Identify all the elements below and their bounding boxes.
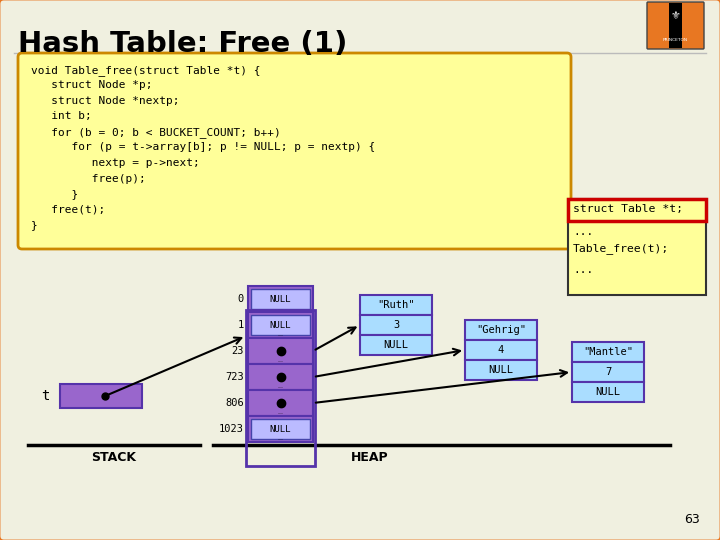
Text: NULL: NULL bbox=[488, 365, 513, 375]
Bar bbox=[465, 340, 537, 360]
Bar bbox=[572, 382, 644, 402]
Bar bbox=[669, 3, 682, 48]
Text: STACK: STACK bbox=[91, 451, 137, 464]
Bar bbox=[465, 320, 537, 340]
Text: ...: ... bbox=[277, 358, 284, 363]
Text: 7: 7 bbox=[605, 367, 611, 377]
Text: ...: ... bbox=[277, 436, 284, 441]
Bar bbox=[60, 384, 142, 408]
Text: 806: 806 bbox=[225, 398, 244, 408]
Text: 3: 3 bbox=[393, 320, 399, 330]
Text: struct Node *nextp;: struct Node *nextp; bbox=[31, 96, 179, 106]
FancyBboxPatch shape bbox=[251, 419, 310, 439]
FancyBboxPatch shape bbox=[568, 199, 706, 221]
Bar bbox=[360, 335, 432, 355]
Text: int b;: int b; bbox=[31, 111, 91, 122]
Text: NULL: NULL bbox=[270, 294, 292, 303]
Text: 63: 63 bbox=[684, 513, 700, 526]
Text: void Table_free(struct Table *t) {: void Table_free(struct Table *t) { bbox=[31, 65, 261, 76]
Bar bbox=[248, 364, 313, 390]
Text: for (p = t->array[b]; p != NULL; p = nextp) {: for (p = t->array[b]; p != NULL; p = nex… bbox=[31, 143, 375, 152]
Bar bbox=[248, 286, 313, 312]
Bar bbox=[248, 416, 313, 442]
Text: 1: 1 bbox=[238, 320, 244, 330]
Text: ...: ... bbox=[277, 306, 284, 311]
Text: 0: 0 bbox=[238, 294, 244, 304]
FancyBboxPatch shape bbox=[251, 315, 310, 335]
Text: ⚜: ⚜ bbox=[670, 11, 680, 21]
Bar bbox=[572, 362, 644, 382]
Bar bbox=[360, 295, 432, 315]
Text: 1023: 1023 bbox=[219, 424, 244, 434]
Text: Hash Table: Free (1): Hash Table: Free (1) bbox=[18, 30, 347, 58]
Text: 23: 23 bbox=[232, 346, 244, 356]
Text: ...: ... bbox=[573, 227, 593, 237]
FancyBboxPatch shape bbox=[568, 199, 706, 295]
Bar bbox=[572, 342, 644, 362]
Text: }: } bbox=[31, 220, 37, 230]
Text: ...: ... bbox=[573, 265, 593, 275]
Text: 723: 723 bbox=[225, 372, 244, 382]
Text: NULL: NULL bbox=[270, 424, 292, 434]
Text: ...: ... bbox=[277, 332, 284, 337]
Text: "Mantle": "Mantle" bbox=[583, 347, 633, 357]
Text: nextp = p->next;: nextp = p->next; bbox=[31, 158, 199, 168]
Text: free(p);: free(p); bbox=[31, 173, 145, 184]
FancyBboxPatch shape bbox=[647, 2, 704, 49]
Text: NULL: NULL bbox=[270, 321, 292, 329]
Bar bbox=[360, 315, 432, 335]
Text: Table_free(t);: Table_free(t); bbox=[573, 243, 670, 254]
Text: struct Node *p;: struct Node *p; bbox=[31, 80, 153, 91]
Text: "Gehrig": "Gehrig" bbox=[476, 325, 526, 335]
Text: }: } bbox=[31, 189, 78, 199]
Text: NULL: NULL bbox=[384, 340, 408, 350]
Bar bbox=[248, 312, 313, 338]
Bar bbox=[248, 390, 313, 416]
FancyBboxPatch shape bbox=[251, 289, 310, 309]
Text: 4: 4 bbox=[498, 345, 504, 355]
Bar bbox=[248, 338, 313, 364]
Text: ...: ... bbox=[277, 410, 284, 415]
Text: NULL: NULL bbox=[595, 387, 621, 397]
Text: HEAP: HEAP bbox=[351, 451, 389, 464]
FancyBboxPatch shape bbox=[18, 53, 571, 249]
Text: ...: ... bbox=[277, 384, 284, 389]
Text: "Ruth": "Ruth" bbox=[377, 300, 415, 310]
Text: free(t);: free(t); bbox=[31, 205, 105, 214]
Text: for (b = 0; b < BUCKET_COUNT; b++): for (b = 0; b < BUCKET_COUNT; b++) bbox=[31, 127, 281, 138]
Bar bbox=[465, 360, 537, 380]
Text: t: t bbox=[42, 389, 50, 403]
Text: struct Table *t;: struct Table *t; bbox=[573, 204, 683, 214]
Text: PRINCETON: PRINCETON bbox=[663, 38, 688, 42]
